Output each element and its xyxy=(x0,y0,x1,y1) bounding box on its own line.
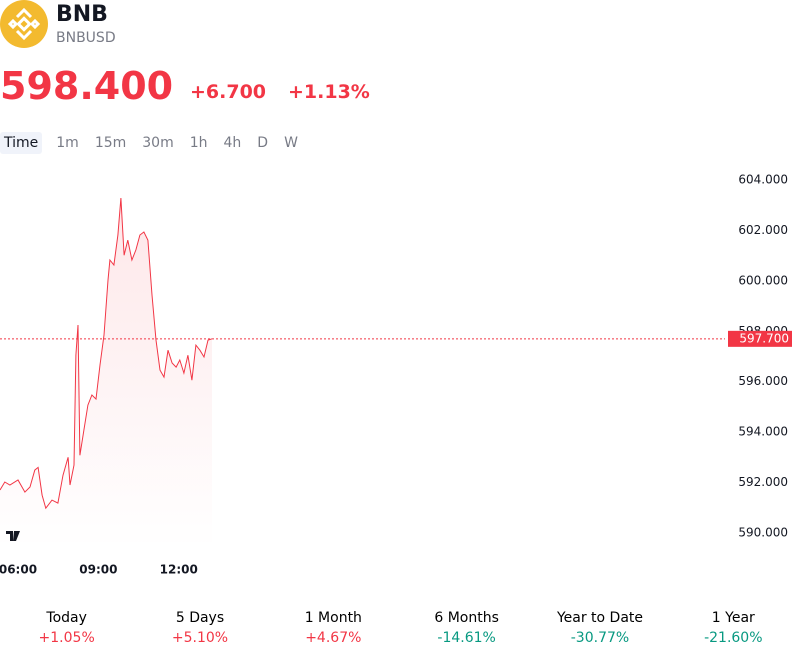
period-label: Today xyxy=(46,610,87,626)
interval-tab[interactable]: 15m xyxy=(94,135,127,151)
period-change: -21.60% xyxy=(704,630,763,646)
performance: Today +1.05% 5 Days +5.10% 1 Month +4.67% 6 Mo… xyxy=(0,610,800,646)
performance-item[interactable]: Today +1.05% xyxy=(0,610,133,646)
performance-item[interactable]: Year to Date -30.77% xyxy=(533,610,666,646)
period-label: 1 Year xyxy=(711,610,755,626)
symbol: BNB xyxy=(56,2,108,27)
y-tick-label: 600.000 xyxy=(738,273,788,287)
price: 598.400 xyxy=(0,64,174,108)
period-change: +5.10% xyxy=(171,630,229,646)
performance-item[interactable]: 5 Days +5.10% xyxy=(133,610,266,646)
last-price-label: 597.700 xyxy=(739,331,789,345)
area xyxy=(0,198,213,548)
ticker: BNBUSD xyxy=(56,30,116,46)
interval-tab[interactable]: D xyxy=(257,135,269,151)
performance-item[interactable]: 1 Month +4.67% xyxy=(267,610,400,646)
period-label: 5 Days xyxy=(175,610,225,626)
y-tick-label: 594.000 xyxy=(738,425,788,439)
interval-tab[interactable]: 1m xyxy=(56,135,79,151)
interval-tabs: Time 1m 15m 30m 1h 4h D W xyxy=(0,132,306,154)
period-label: 6 Months xyxy=(434,610,499,626)
price-line xyxy=(0,197,213,510)
logo xyxy=(0,0,48,48)
x-tick-label: 12:00 xyxy=(160,563,198,577)
period-label: 1 Month xyxy=(304,610,362,626)
interval-tab[interactable]: 30m xyxy=(142,135,174,151)
y-tick-label: 590.000 xyxy=(738,525,788,539)
interval-tab[interactable]: Time xyxy=(0,132,43,154)
x-tick-label: 06:00 xyxy=(0,563,37,577)
x-tick-label: 09:00 xyxy=(79,563,117,577)
period-change: -14.61% xyxy=(437,630,496,646)
chart: 590.000592.000594.000596.000598.000600.0… xyxy=(0,173,792,577)
y-tick-label: 592.000 xyxy=(738,475,788,489)
change: +6.700 xyxy=(190,81,267,103)
period-change: +4.67% xyxy=(305,630,362,646)
performance-item[interactable]: 1 Year -21.60% xyxy=(667,610,800,646)
period-change: +1.05% xyxy=(38,630,95,646)
interval-tab[interactable]: W xyxy=(284,135,298,151)
interval-tab[interactable]: 4h xyxy=(223,135,242,151)
change-pct: +1.13% xyxy=(288,81,370,103)
y-tick-label: 602.000 xyxy=(738,223,788,237)
period-label: Year to Date xyxy=(556,610,643,626)
interval-tab[interactable]: 1h xyxy=(189,135,208,151)
performance-item[interactable]: 6 Months -14.61% xyxy=(400,610,533,646)
last-price-box xyxy=(728,330,792,347)
period-change: -30.77% xyxy=(570,630,630,646)
y-tick-label: 596.000 xyxy=(738,374,788,388)
y-tick-label: 604.000 xyxy=(738,173,788,187)
